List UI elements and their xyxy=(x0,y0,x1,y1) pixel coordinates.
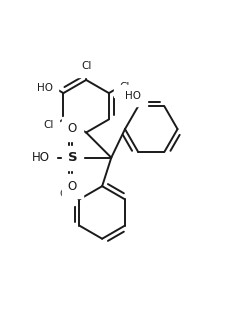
Text: O: O xyxy=(68,180,77,193)
Text: HO: HO xyxy=(125,90,141,100)
Text: Cl: Cl xyxy=(43,120,53,130)
Text: Cl: Cl xyxy=(119,82,130,92)
Text: Cl: Cl xyxy=(81,61,91,71)
Text: O: O xyxy=(68,122,77,136)
Text: HO: HO xyxy=(37,83,53,93)
Text: HO: HO xyxy=(32,151,50,164)
Text: S: S xyxy=(68,151,77,164)
Text: Cl: Cl xyxy=(59,189,69,199)
